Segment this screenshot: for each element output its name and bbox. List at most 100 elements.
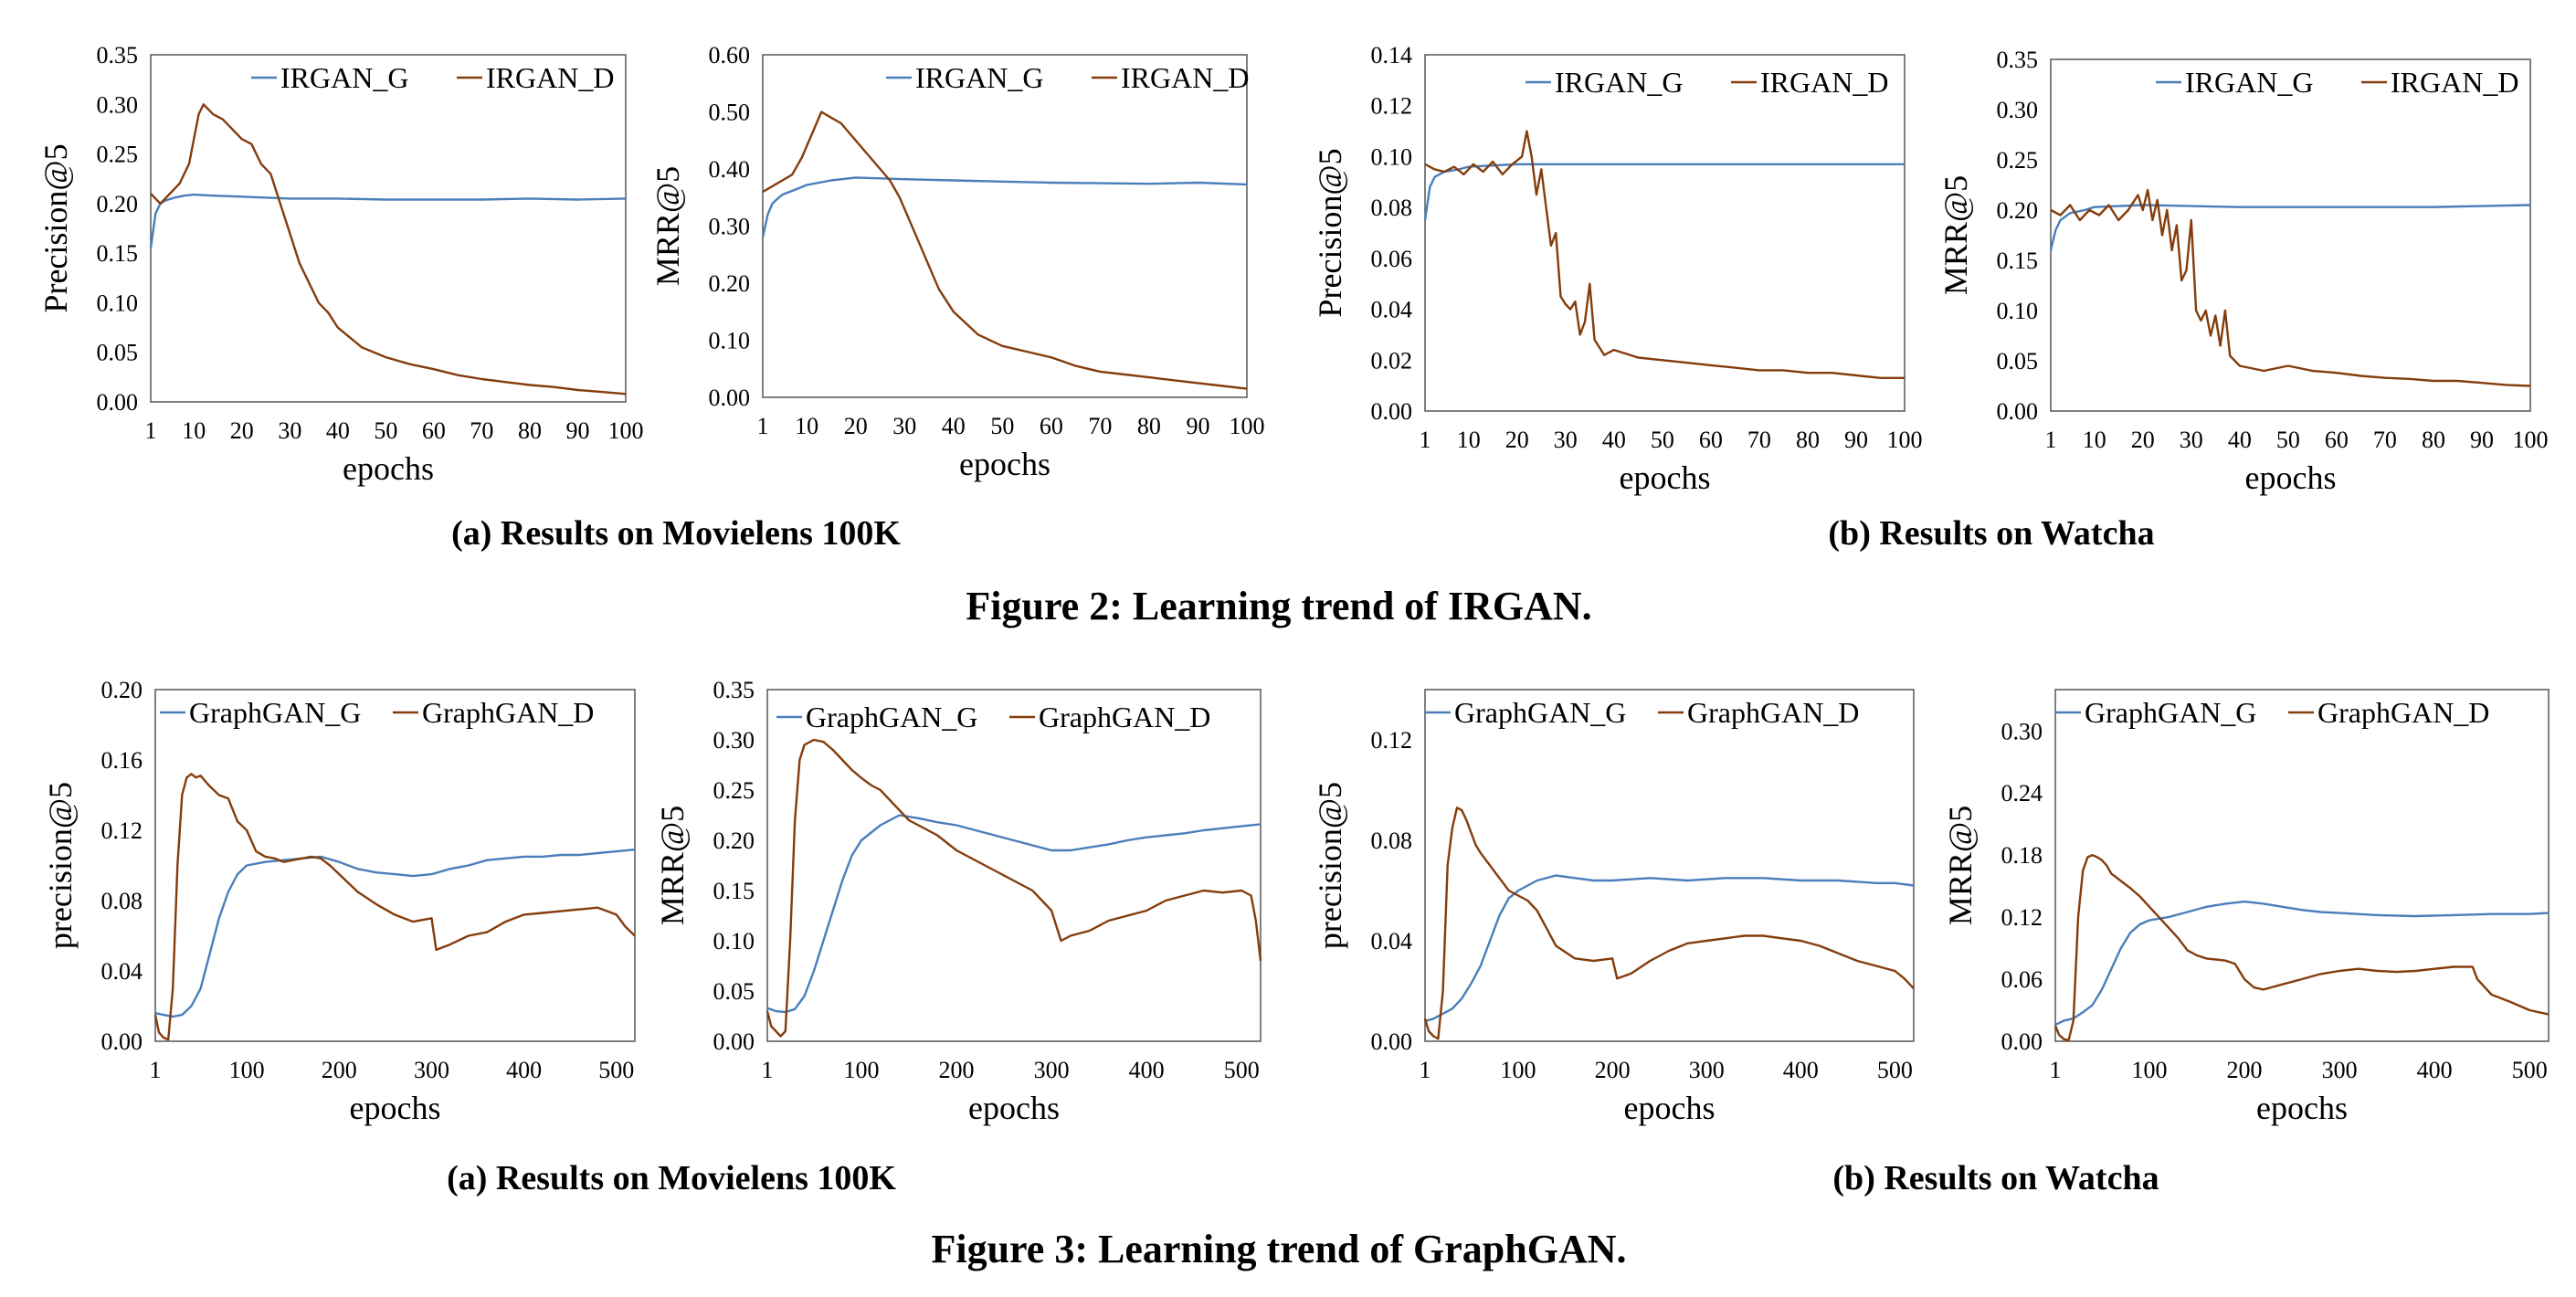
y-axis-label: MRR@5 <box>649 166 686 286</box>
x-tick-label: 70 <box>1747 427 1771 453</box>
y-axis-label: Precision@5 <box>1312 148 1348 317</box>
chart-irgan-movielens-mrr: 0.00 0.10 0.20 0.30 0.40 0.50 0.60 1 10 20 30 40 50 6… <box>649 42 1265 482</box>
legend-label: IRGAN_D <box>1760 66 1888 99</box>
x-tick-label: 30 <box>278 417 301 444</box>
plot-frame <box>766 689 1262 1042</box>
x-tick-label: 400 <box>1129 1057 1165 1083</box>
y-tick-label: 0.20 <box>713 828 755 854</box>
y-tick-label: 0.06 <box>2001 966 2043 993</box>
series-line-graphgan-d <box>2053 853 2550 1042</box>
series-line-graphgan-g <box>766 814 1262 1014</box>
y-tick-label: 0.20 <box>97 191 139 217</box>
x-tick-label: 1 <box>145 417 157 444</box>
y-tick-label: 0.08 <box>101 888 143 914</box>
y-tick-label: 0.14 <box>1371 42 1413 69</box>
x-tick-label: 200 <box>939 1057 975 1083</box>
y-tick-label: 0.00 <box>713 1028 755 1055</box>
series-line-irgan-d <box>150 103 627 395</box>
plot-frame <box>2050 58 2531 412</box>
plot-frame <box>762 54 1248 398</box>
legend-label: GraphGAN_G <box>1454 696 1626 729</box>
y-tick-label: 0.15 <box>713 878 755 904</box>
y-tick-label: 0.05 <box>97 340 139 366</box>
x-tick-label: 200 <box>1595 1057 1631 1083</box>
x-tick-label: 400 <box>2417 1057 2453 1083</box>
y-axis-label: precision@5 <box>1312 782 1348 949</box>
x-tick-label: 1 <box>1420 1057 1431 1083</box>
series-line-graphgan-g <box>154 849 636 1018</box>
legend-label: IRGAN_D <box>486 61 614 94</box>
x-tick-label: 40 <box>2228 427 2252 453</box>
x-tick-label: 60 <box>1699 427 1723 453</box>
plot-frame <box>2054 689 2550 1042</box>
y-tick-label: 0.15 <box>97 240 139 267</box>
y-tick-label: 0.10 <box>97 290 139 316</box>
x-tick-label: 400 <box>1783 1057 1819 1083</box>
x-tick-label: 20 <box>230 417 254 444</box>
series-line-graphgan-d <box>765 738 1262 1038</box>
x-axis-label: epochs <box>343 450 434 487</box>
y-tick-label: 0.05 <box>713 978 755 1005</box>
y-tick-label: 0.50 <box>709 100 751 126</box>
y-tick-label: 0.02 <box>1371 347 1413 374</box>
x-tick-label: 30 <box>1554 427 1578 453</box>
x-tick-label: 300 <box>2322 1057 2358 1083</box>
legend-label: GraphGAN_G <box>2085 696 2256 729</box>
x-tick-label: 10 <box>2083 427 2106 453</box>
y-tick-label: 0.05 <box>1997 348 2039 374</box>
x-tick-label: 1 <box>2045 427 2057 453</box>
legend-label: IRGAN_G <box>280 61 408 94</box>
chart-irgan-watcha-mrr: 0.00 0.05 0.10 0.15 0.20 0.25 0.30 0.35 1 10 20 30 4… <box>1937 47 2549 496</box>
x-tick-label: 20 <box>2131 427 2155 453</box>
x-tick-label: 90 <box>565 417 589 444</box>
legend-label: IRGAN_G <box>915 61 1043 94</box>
x-tick-label: 1 <box>1420 427 1431 453</box>
x-tick-label: 20 <box>844 413 868 439</box>
y-tick-label: 0.30 <box>1997 97 2039 123</box>
y-tick-label: 0.12 <box>101 817 143 844</box>
x-tick-label: 30 <box>2180 427 2203 453</box>
x-tick-label: 100 <box>1887 427 1923 453</box>
y-tick-label: 0.18 <box>2001 842 2043 869</box>
y-tick-label: 0.00 <box>101 1028 143 1055</box>
x-tick-label: 500 <box>1224 1057 1260 1083</box>
x-tick-label: 500 <box>598 1057 634 1083</box>
x-tick-label: 1 <box>2050 1057 2062 1083</box>
y-tick-label: 0.20 <box>709 270 751 297</box>
x-tick-label: 80 <box>518 417 542 444</box>
subcaption-fig2-a: (a) Results on Movielens 100K <box>451 514 901 553</box>
y-tick-label: 0.12 <box>1371 727 1413 754</box>
x-tick-label: 200 <box>322 1057 357 1083</box>
plot-frame <box>1424 54 1906 412</box>
chart-graphgan-watcha-mrr: 0.00 0.06 0.12 0.18 0.24 0.30 1 100 200 300 400 500… <box>1942 689 2550 1126</box>
x-axis-label: epochs <box>1624 1090 1716 1126</box>
y-tick-label: 0.25 <box>1997 147 2039 174</box>
x-tick-label: 100 <box>2513 427 2549 453</box>
y-tick-label: 0.25 <box>713 777 755 804</box>
x-tick-label: 90 <box>1844 427 1868 453</box>
x-tick-label: 40 <box>1602 427 1626 453</box>
series-line-irgan-d <box>762 111 1248 390</box>
y-tick-label: 0.24 <box>2001 780 2043 807</box>
figure2-caption: Figure 2: Learning trend of IRGAN. <box>966 584 1592 628</box>
chart-graphgan-movielens-precision: 0.00 0.04 0.08 0.12 0.16 0.20 1 100 200 300 400 500… <box>42 677 636 1126</box>
legend-label: IRGAN_G <box>2185 66 2313 99</box>
x-tick-label: 90 <box>1186 413 1209 439</box>
y-tick-label: 0.35 <box>1997 47 2039 73</box>
x-tick-label: 50 <box>2276 427 2300 453</box>
series-line-graphgan-g <box>1424 874 1915 1023</box>
y-tick-label: 0.40 <box>709 156 751 183</box>
y-tick-label: 0.16 <box>101 747 143 774</box>
x-tick-label: 50 <box>374 417 397 444</box>
x-tick-label: 500 <box>1877 1057 1913 1083</box>
x-axis-label: epochs <box>2245 459 2337 496</box>
x-axis-label: epochs <box>1620 459 1711 496</box>
y-tick-label: 0.08 <box>1371 828 1413 854</box>
x-tick-label: 100 <box>1230 413 1265 439</box>
series-line-graphgan-g <box>2054 900 2550 1026</box>
x-axis-label: epochs <box>350 1090 441 1126</box>
y-tick-label: 0.10 <box>1371 143 1413 170</box>
series-line-irgan-g <box>1423 163 1905 221</box>
y-tick-label: 0.60 <box>709 42 751 69</box>
x-tick-label: 50 <box>990 413 1014 439</box>
